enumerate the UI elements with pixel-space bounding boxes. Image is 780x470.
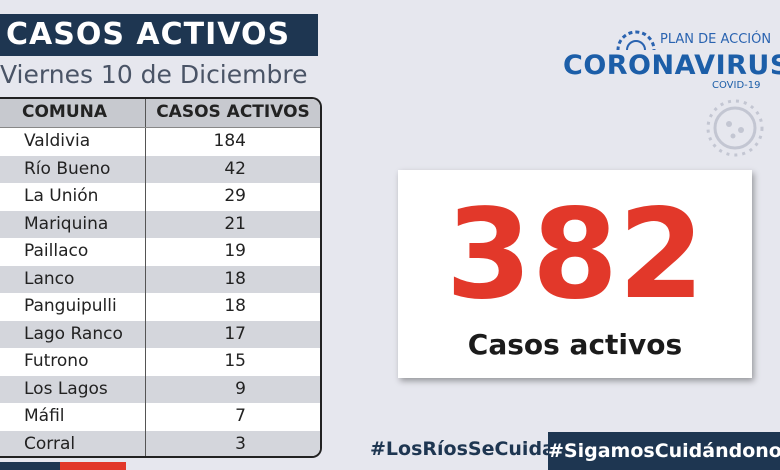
total-box: 382 Casos activos: [398, 170, 752, 378]
table-header: COMUNA CASOS ACTIVOS: [0, 99, 320, 128]
comuna: Máfil: [0, 403, 146, 431]
casos: 19: [224, 241, 246, 261]
total-value: 382: [445, 183, 705, 327]
comuna: Paillaco: [0, 238, 146, 266]
table-row: Valdivia 184: [0, 128, 320, 156]
casos: 21: [224, 213, 246, 234]
title: CASOS ACTIVOS: [0, 14, 318, 56]
table-row: Lanco 18: [0, 265, 320, 293]
casos: 17: [224, 323, 246, 344]
casos: 42: [224, 158, 246, 179]
casos: 29: [224, 186, 246, 206]
logo-sub: COVID-19: [712, 80, 761, 91]
comuna: Mariquina: [0, 210, 146, 238]
flag-bar: [0, 462, 60, 470]
comuna: Río Bueno: [0, 155, 146, 183]
table-row: Corral 3: [0, 430, 320, 456]
table-row: Río Bueno 42: [0, 155, 320, 183]
table-row: Máfil 7: [0, 403, 320, 431]
table-row: Los Lagos 9: [0, 375, 320, 403]
casos: 18: [224, 268, 246, 289]
casos: 184: [213, 131, 246, 151]
column-header: COMUNA: [0, 99, 146, 127]
comuna: Lanco: [0, 265, 146, 293]
table: COMUNA CASOS ACTIVOS Valdivia 184 Río Buen…: [0, 97, 322, 458]
hashtag: #LosRíosSeCuida: [370, 438, 555, 460]
comuna: Los Lagos: [0, 375, 146, 403]
table-row: Futrono 15: [0, 348, 320, 376]
virus-icon: [706, 99, 764, 157]
table-row: Paillaco 19: [0, 238, 320, 266]
comuna: Corral: [0, 430, 146, 456]
table-row: Mariquina 21: [0, 210, 320, 238]
logo-name: CORONAVIRUS: [563, 50, 780, 81]
flag-bar: [60, 462, 126, 470]
casos: 15: [224, 351, 246, 371]
casos: 18: [224, 296, 246, 316]
total-label: Casos activos: [467, 328, 683, 361]
date: Viernes 10 de Diciembre: [0, 60, 308, 89]
logo-plan: PLAN DE ACCIÓN: [660, 32, 772, 47]
comuna: Panguipulli: [0, 293, 146, 321]
comuna: La Unión: [0, 183, 146, 211]
casos: 7: [235, 406, 246, 426]
comuna: Valdivia: [0, 128, 146, 156]
hashtag: #SigamosCuidándonos: [548, 432, 780, 470]
casos: 9: [235, 378, 246, 399]
column-header: CASOS ACTIVOS: [156, 102, 310, 122]
comuna: Futrono: [0, 348, 146, 376]
table-row: La Unión 29: [0, 183, 320, 211]
casos: 3: [235, 433, 246, 454]
table-row: Panguipulli 18: [0, 293, 320, 321]
comuna: Lago Ranco: [0, 320, 146, 348]
logo-icon: [616, 30, 656, 50]
table-row: Lago Ranco 17: [0, 320, 320, 348]
